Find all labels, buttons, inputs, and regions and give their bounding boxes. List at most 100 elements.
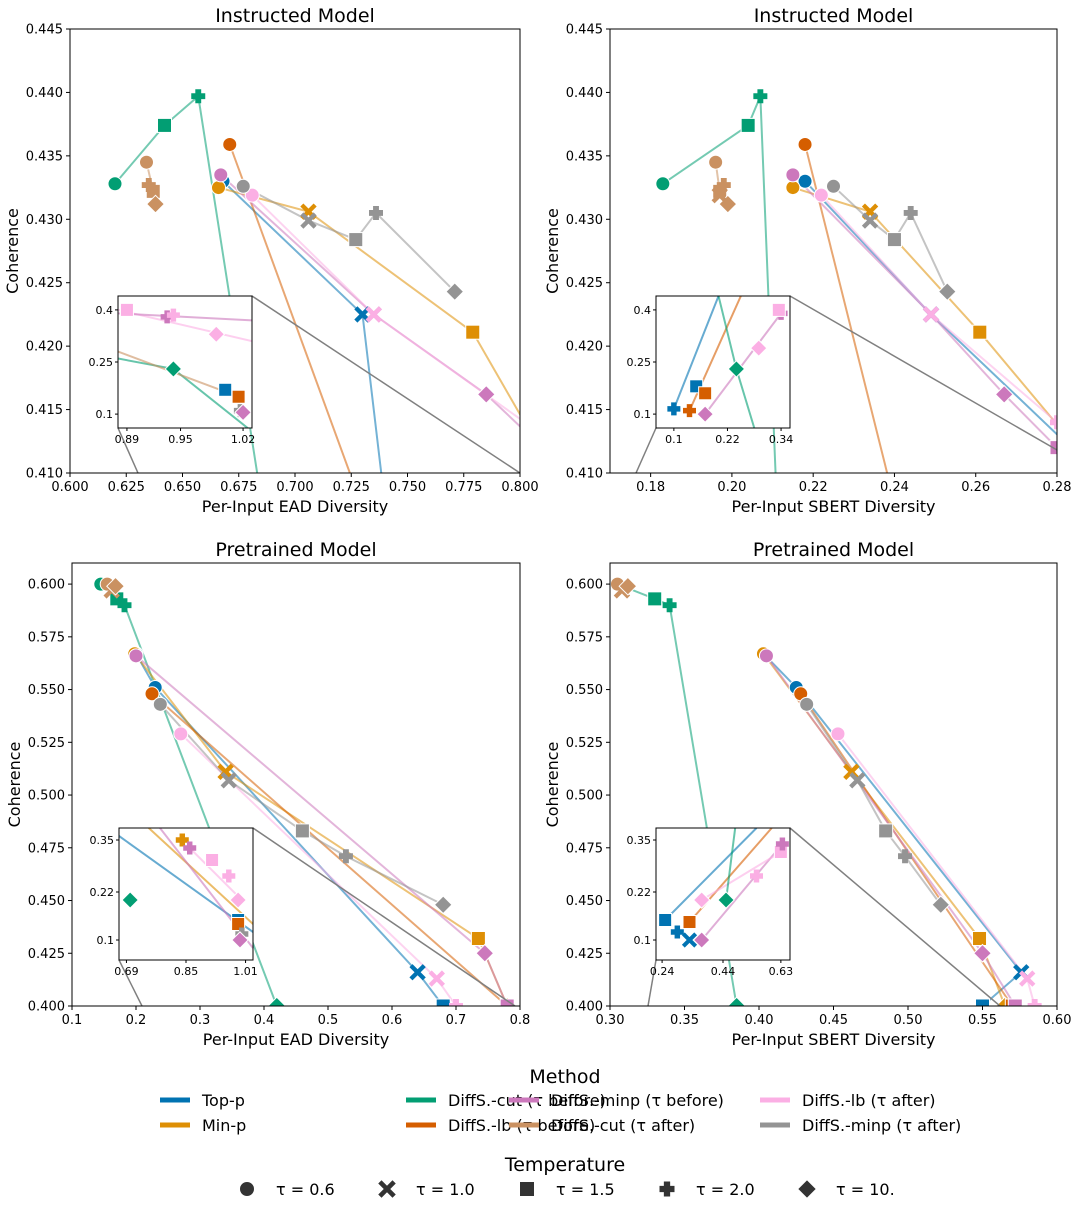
x-tick-label: 0.22 [799,480,828,495]
inset-point [775,837,789,851]
data-point [545,464,563,482]
x-tick-label: 0.750 [389,480,426,495]
y-tick-label: 0.425 [26,276,63,291]
x-tick-label: 0.625 [108,480,145,495]
chart-panel-2: Instructed Model 0.18 0.20 0.22 0.24 0.26 0.28… [543,5,1072,609]
data-point [244,187,260,203]
inset-x-tick-label: 0.34 [769,433,794,446]
legend-method-label: Top-p [201,1091,245,1110]
data-point [1007,998,1023,1006]
inset-x-tick-label: 0.1 [665,433,683,446]
y-tick-label: 0.445 [566,23,603,38]
data-point [389,593,403,607]
data-point [772,591,790,609]
y-tick-label: 0.415 [566,403,603,418]
data-point [128,648,144,664]
inset-zoom: 0.69 0.85 1.01 0.1 0.22 0.35 [90,827,258,978]
x-tick-label: 0.28 [1043,480,1072,495]
x-axis-label: Per-Input EAD Diversity [203,1030,389,1049]
y-axis-label: Coherence [543,742,562,828]
inset-point [696,405,714,423]
legend-method-label: Min-p [202,1116,246,1135]
data-point [655,176,671,192]
series-line-7 [820,194,1057,424]
inset-line [701,851,782,901]
inset-line [664,828,758,921]
legend-temperature-title: Temperature [504,1154,625,1176]
inset-y-tick-label: 0.4 [96,304,114,317]
data-point [213,167,229,183]
x-tick-label: 0.5 [318,1013,339,1028]
inset-x-tick-label: 1.02 [231,433,256,446]
chart-title: Instructed Model [215,5,375,27]
data-point [799,696,815,712]
inset-y-tick-label: 0.1 [96,408,114,421]
zoom-connector-2 [118,959,143,1006]
y-axis-label: Coherence [543,208,562,294]
y-tick-label: 0.430 [26,213,63,228]
y-tick-label: 0.525 [566,736,603,751]
inset-x-tick-label: 1.01 [233,965,258,978]
inset-point [698,386,713,401]
inset-x-tick-label: 0.22 [715,433,740,446]
y-tick-label: 0.425 [28,947,65,962]
data-point [106,576,125,596]
inset-point [234,403,252,422]
plot-area [93,576,517,1006]
y-tick-label: 0.400 [28,1000,65,1015]
y-tick-label: 0.500 [566,789,603,804]
inset-point [175,833,189,847]
zoom-connector-2 [117,427,139,473]
chart-title: Instructed Model [754,5,914,27]
data-point [211,180,226,196]
y-tick-label: 0.425 [566,276,603,291]
legend-marker-plus [659,1181,675,1197]
chart-panel-4: Pretrained Model 0.30 0.35 0.40 0.45 0.50 0.55… [543,539,1071,1049]
data-point [141,178,156,193]
data-point [708,154,724,170]
legend-temperature-label: τ = 10. [836,1180,895,1199]
inset-point [658,913,673,927]
data-point [107,176,123,192]
inset-point [119,302,134,317]
x-tick-label: 0.3 [190,1013,211,1028]
y-tick-label: 0.450 [28,894,65,909]
legend-temperature-label: τ = 1.5 [556,1180,615,1199]
x-tick-label: 0.60 [1043,1013,1072,1028]
zoom-connector-2 [635,427,657,473]
data-point [903,205,918,220]
inset-x-tick-label: 0.85 [174,965,199,978]
inset-y-tick-label: 0.35 [90,834,115,847]
inset-point [771,302,786,317]
data-point [785,180,801,196]
y-tick-label: 0.550 [28,683,65,698]
data-point [618,576,638,596]
series-line-4 [228,144,351,473]
x-tick-label: 0.600 [51,480,88,495]
inset-point [222,869,236,883]
y-tick-label: 0.575 [566,630,603,645]
inset-line [704,312,782,415]
data-point [785,167,801,183]
data-point [449,999,463,1006]
data-point [711,186,728,204]
y-tick-label: 0.410 [566,467,603,482]
legend-marker-square [519,1181,535,1197]
plot-frame [609,28,1058,474]
series-line-2 [135,653,444,1006]
y-tick-label: 0.430 [566,213,603,228]
data-point [886,232,902,248]
inset-point [670,925,684,939]
legend-temperature-label: τ = 0.6 [276,1180,335,1199]
data-point [267,996,287,1006]
data-point [465,324,481,340]
y-tick-label: 0.410 [26,467,63,482]
x-tick-label: 0.35 [670,1013,699,1028]
inset-zoom: 0.89 0.95 1.02 0.1 0.25 0.4 [89,295,256,446]
x-tick-label: 0.40 [745,1013,774,1028]
data-point [300,212,317,229]
data-point [826,178,841,194]
chart-title: Pretrained Model [215,539,376,561]
inset-y-tick-label: 0.22 [90,886,115,899]
